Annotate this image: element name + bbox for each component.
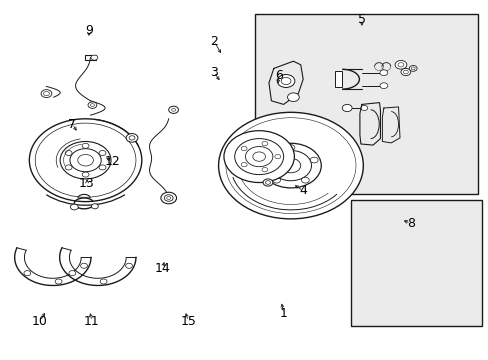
- Circle shape: [277, 75, 294, 87]
- Circle shape: [310, 157, 318, 163]
- Text: 2: 2: [210, 35, 218, 48]
- Circle shape: [342, 104, 351, 112]
- Circle shape: [90, 104, 94, 107]
- Circle shape: [410, 67, 414, 70]
- Text: 3: 3: [210, 66, 218, 78]
- Circle shape: [218, 112, 363, 219]
- Circle shape: [400, 68, 410, 76]
- Bar: [334, 71, 342, 87]
- Text: 15: 15: [180, 315, 196, 328]
- Circle shape: [241, 162, 246, 167]
- Circle shape: [70, 149, 101, 172]
- Circle shape: [81, 263, 87, 268]
- Circle shape: [168, 106, 178, 113]
- Circle shape: [379, 83, 387, 89]
- Text: 4: 4: [299, 184, 306, 197]
- Text: 6: 6: [274, 69, 282, 82]
- Circle shape: [225, 118, 355, 213]
- Circle shape: [65, 165, 72, 170]
- Circle shape: [88, 102, 97, 108]
- Circle shape: [234, 139, 283, 175]
- Circle shape: [274, 154, 280, 159]
- Circle shape: [161, 192, 176, 204]
- Circle shape: [91, 204, 98, 209]
- Text: 12: 12: [104, 155, 120, 168]
- Circle shape: [263, 157, 271, 163]
- Text: 7: 7: [68, 118, 76, 131]
- Circle shape: [272, 177, 280, 183]
- Circle shape: [55, 279, 62, 284]
- Circle shape: [41, 90, 52, 98]
- Bar: [84, 55, 96, 60]
- Circle shape: [125, 263, 132, 268]
- Text: 8: 8: [406, 217, 414, 230]
- Circle shape: [99, 165, 106, 170]
- Text: 14: 14: [154, 262, 170, 275]
- Circle shape: [281, 158, 300, 173]
- Circle shape: [265, 181, 270, 184]
- Circle shape: [263, 179, 272, 186]
- Circle shape: [164, 195, 173, 201]
- Circle shape: [270, 150, 311, 181]
- Circle shape: [287, 93, 299, 102]
- Circle shape: [78, 154, 93, 166]
- Circle shape: [35, 123, 136, 197]
- Circle shape: [262, 141, 267, 146]
- Circle shape: [129, 136, 135, 140]
- Circle shape: [43, 91, 49, 96]
- Circle shape: [245, 147, 272, 167]
- Circle shape: [126, 134, 138, 142]
- Circle shape: [70, 204, 78, 210]
- Circle shape: [403, 70, 407, 74]
- Circle shape: [262, 167, 267, 172]
- Circle shape: [379, 70, 387, 76]
- Circle shape: [281, 77, 290, 85]
- Circle shape: [91, 55, 98, 60]
- Bar: [350, 200, 481, 326]
- Circle shape: [65, 150, 72, 156]
- Circle shape: [241, 147, 246, 151]
- Circle shape: [100, 279, 107, 284]
- Circle shape: [69, 271, 76, 276]
- Text: 11: 11: [84, 315, 100, 328]
- Circle shape: [394, 60, 406, 69]
- Circle shape: [360, 105, 367, 111]
- Circle shape: [24, 271, 31, 276]
- Circle shape: [60, 141, 111, 179]
- Circle shape: [29, 119, 142, 202]
- Circle shape: [99, 150, 106, 156]
- Bar: [255, 14, 477, 194]
- Circle shape: [82, 172, 89, 177]
- Circle shape: [252, 152, 265, 161]
- Circle shape: [260, 143, 321, 188]
- Circle shape: [408, 66, 416, 71]
- Circle shape: [166, 197, 170, 199]
- Circle shape: [224, 131, 294, 183]
- Circle shape: [397, 63, 403, 67]
- Text: 5: 5: [357, 13, 365, 26]
- Circle shape: [171, 108, 175, 111]
- Text: 1: 1: [279, 307, 287, 320]
- Circle shape: [286, 145, 294, 150]
- Circle shape: [82, 143, 89, 148]
- Text: 10: 10: [32, 315, 48, 328]
- Text: 13: 13: [79, 177, 95, 190]
- Circle shape: [301, 177, 308, 183]
- Text: 9: 9: [85, 24, 93, 37]
